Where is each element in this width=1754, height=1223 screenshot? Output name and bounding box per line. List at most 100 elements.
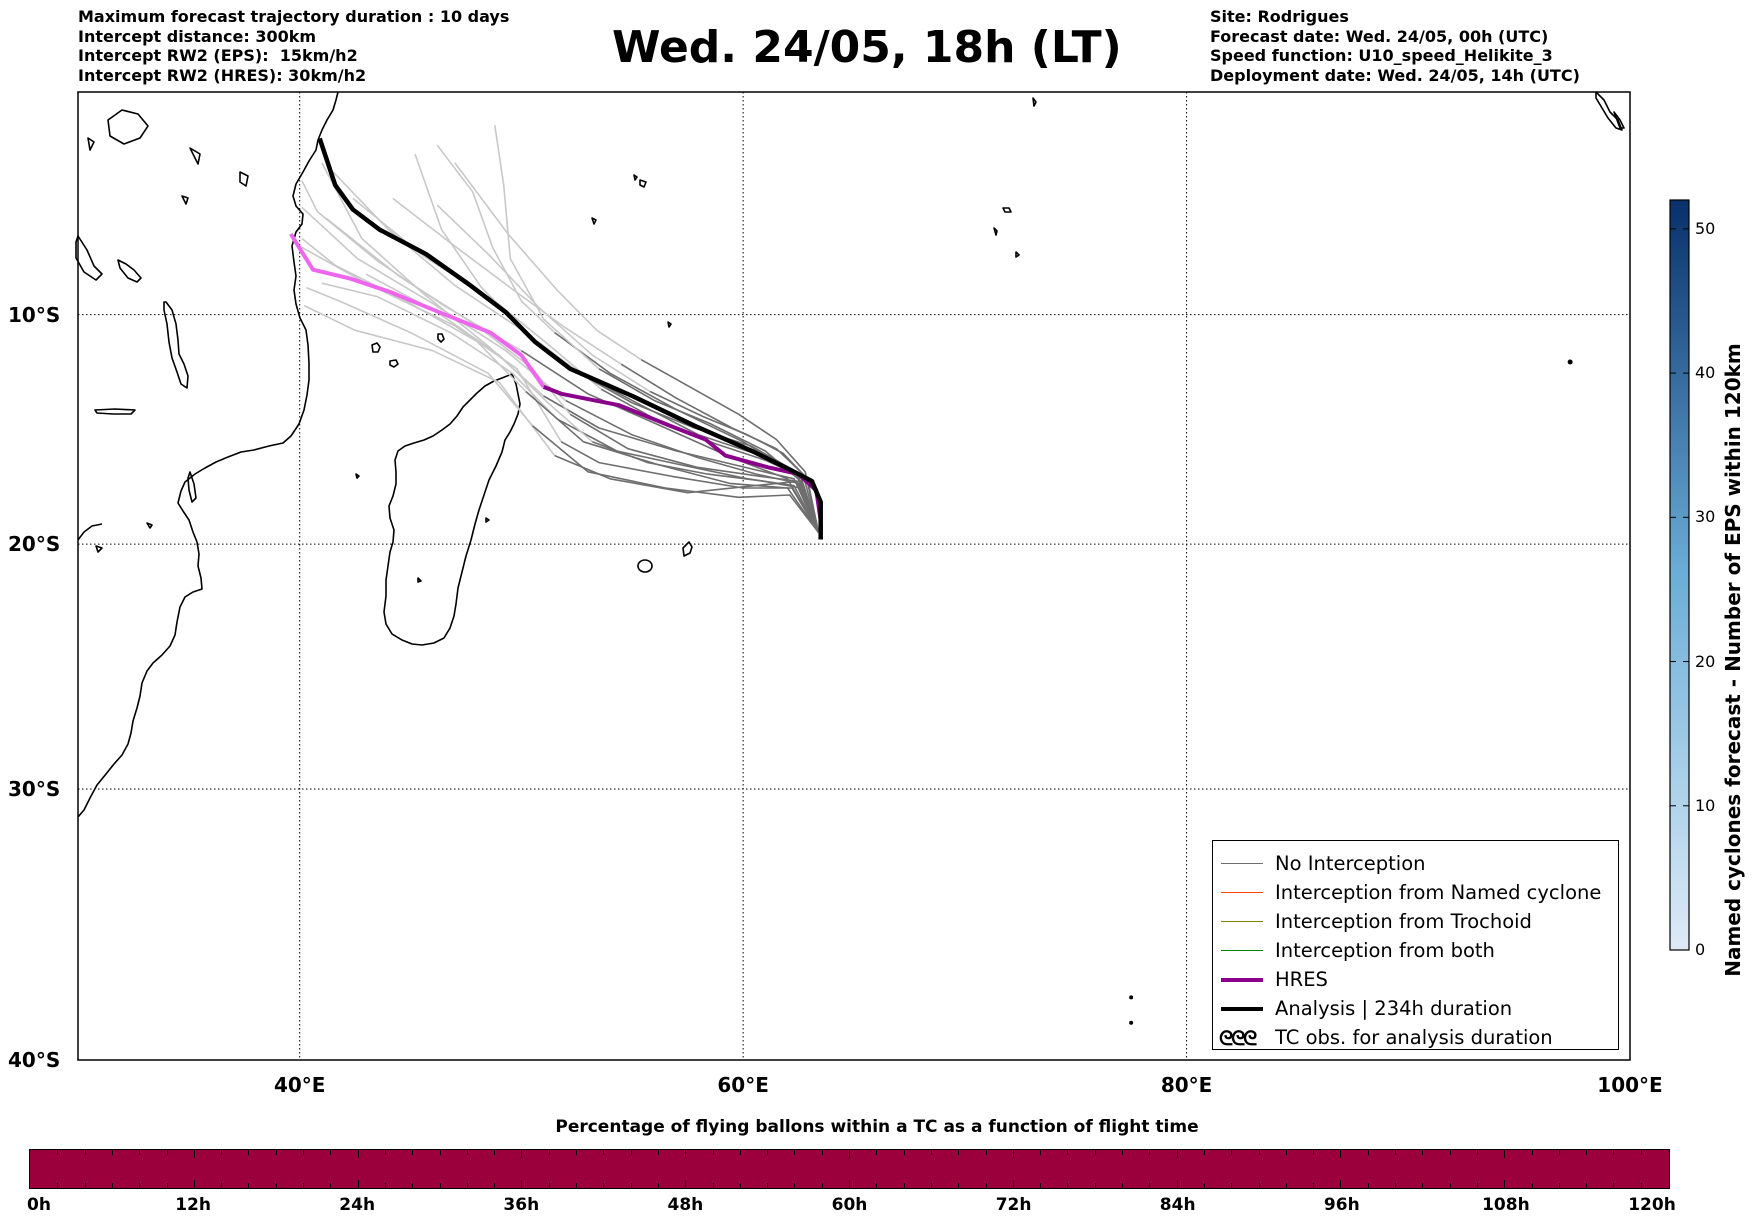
- percentage-bar-tick: [1613, 1183, 1615, 1188]
- legend-label: TC obs. for analysis duration: [1275, 1026, 1553, 1049]
- percentage-bar-tick: [849, 1180, 850, 1188]
- eps-track-late-segment: [525, 390, 820, 533]
- percentage-bar-tick: [412, 1183, 414, 1188]
- header-right-line: Forecast date: Wed. 24/05, 00h (UTC): [1210, 26, 1549, 46]
- reunion-island: [637, 559, 653, 573]
- comoros-island: [389, 359, 399, 368]
- island: [181, 195, 189, 205]
- percentage-bar-tick: [712, 1183, 714, 1188]
- header-left-line: Intercept RW2 (EPS): 15km/h2: [78, 46, 358, 65]
- header-right-line: Deployment date: Wed. 24/05, 14h (UTC): [1210, 65, 1580, 85]
- percentage-bar-tick: [712, 1150, 714, 1155]
- island: [417, 577, 422, 583]
- percentage-bar-tick: [1285, 1183, 1287, 1188]
- percentage-bar-tick: [139, 1183, 141, 1188]
- legend-line: [1221, 978, 1263, 982]
- island: [1002, 207, 1012, 213]
- map-grid: [78, 92, 1630, 1060]
- comoros-island: [371, 342, 381, 353]
- percentage-bar-tick: [1422, 1183, 1424, 1188]
- percentage-bar-tick: [1531, 1183, 1533, 1188]
- legend-item-hres: HRES: [1213, 966, 1618, 995]
- percentage-bar-tick: [603, 1150, 605, 1155]
- percentage-bar-tick: [1367, 1150, 1369, 1155]
- percentage-bar-tick: [1122, 1183, 1123, 1188]
- legend-item-no-interception: No Interception: [1213, 850, 1618, 879]
- island: [639, 179, 647, 188]
- page-title: Wed. 24/05, 18h (LT): [612, 22, 1122, 73]
- colorbar-tick-label: 30: [1695, 507, 1716, 527]
- eps-tracks: [301, 125, 820, 533]
- lon-label: 100°E: [1597, 1073, 1663, 1097]
- percentage-bar-tick: [248, 1183, 250, 1188]
- island-dot: [1129, 995, 1134, 1000]
- colorbar-ticks: [1670, 228, 1689, 951]
- percentage-bar-tick: [466, 1183, 468, 1188]
- percentage-bar-tick: [439, 1183, 441, 1188]
- island: [87, 137, 95, 151]
- island: [95, 545, 103, 553]
- lon-label: 80°E: [1160, 1073, 1213, 1097]
- eps-track-late-segment: [531, 425, 820, 533]
- percentage-bar-tick: [221, 1183, 223, 1188]
- percentage-bar-tick: [767, 1183, 769, 1188]
- header-info-right: Site: Rodrigues Forecast date: Wed. 24/0…: [1210, 7, 1580, 85]
- percentage-bar-tick: [57, 1183, 59, 1188]
- percentage-bar-tick: [903, 1183, 905, 1188]
- percentage-bar-tick: [1586, 1150, 1588, 1155]
- madagascar-coastline: [383, 373, 521, 646]
- percentage-bar-tick: [630, 1150, 632, 1155]
- island: [107, 109, 149, 145]
- lon-label: 60°E: [717, 1073, 769, 1097]
- legend-label: Analysis | 234h duration: [1275, 997, 1513, 1020]
- percentage-bar-tick: [794, 1183, 796, 1188]
- africa-coastline: [77, 91, 339, 818]
- header-left-line: Maximum forecast trajectory duration : 1…: [78, 7, 510, 26]
- percentage-bar-tick: [876, 1183, 878, 1188]
- legend-item-named-cyclone: Interception from Named cyclone: [1213, 879, 1618, 908]
- percentage-bar-tick: [1040, 1183, 1042, 1188]
- percentage-bar-tick: [1476, 1150, 1478, 1155]
- island: [1032, 97, 1037, 107]
- island: [591, 217, 597, 225]
- island: [189, 147, 201, 165]
- percentage-bar-tick: [84, 1183, 86, 1188]
- percentage-bar-tick: [275, 1183, 277, 1188]
- percentage-bar-tick: [1586, 1183, 1588, 1188]
- percentage-bar-tick-label: 36h: [503, 1195, 540, 1215]
- percentage-bar-tick: [958, 1183, 960, 1188]
- percentage-bar-tick: [1504, 1180, 1506, 1188]
- legend-item-trochoid: Interception from Trochoid: [1213, 908, 1618, 937]
- legend-label: Interception from Named cyclone: [1275, 881, 1602, 904]
- colorbar-tick-label: 50: [1695, 218, 1716, 238]
- legend-label: HRES: [1275, 968, 1328, 991]
- percentage-bar-tick: [1504, 1150, 1506, 1158]
- percentage-bar-tick: [576, 1150, 577, 1155]
- legend-line: [1221, 1007, 1263, 1011]
- percentage-bar-tick: [330, 1150, 332, 1155]
- eps-track-late-segment: [560, 441, 820, 533]
- colorbar-tick-label: 10: [1695, 795, 1716, 815]
- percentage-bar-tick: [1395, 1183, 1396, 1188]
- percentage-bar-tick: [1558, 1150, 1560, 1155]
- percentage-bar-tick: [1558, 1183, 1560, 1188]
- island: [1595, 91, 1623, 131]
- percentage-bar-tick: [139, 1150, 141, 1155]
- percentage-bar-tick: [1040, 1150, 1042, 1155]
- percentage-bar-tick: [930, 1183, 932, 1188]
- percentage-bar-tick: [357, 1180, 359, 1188]
- lake-outline: [187, 471, 197, 503]
- legend-label: Interception from both: [1275, 939, 1495, 962]
- percentage-bar-tick: [1285, 1150, 1287, 1155]
- percentage-bar-tick: [1449, 1150, 1451, 1155]
- percentage-bar-tick: [876, 1150, 878, 1155]
- percentage-bar-tick: [657, 1150, 659, 1155]
- legend-line: [1221, 921, 1263, 923]
- percentage-bar-tick: [821, 1150, 823, 1155]
- percentage-bar-tick: [548, 1183, 550, 1188]
- percentage-bar-tick: [739, 1150, 741, 1155]
- percentage-bar-tick: [1012, 1150, 1014, 1158]
- legend-item-both: Interception from both: [1213, 937, 1618, 966]
- percentage-bar-tick: [1122, 1150, 1123, 1155]
- lat-label: 30°S: [8, 776, 61, 801]
